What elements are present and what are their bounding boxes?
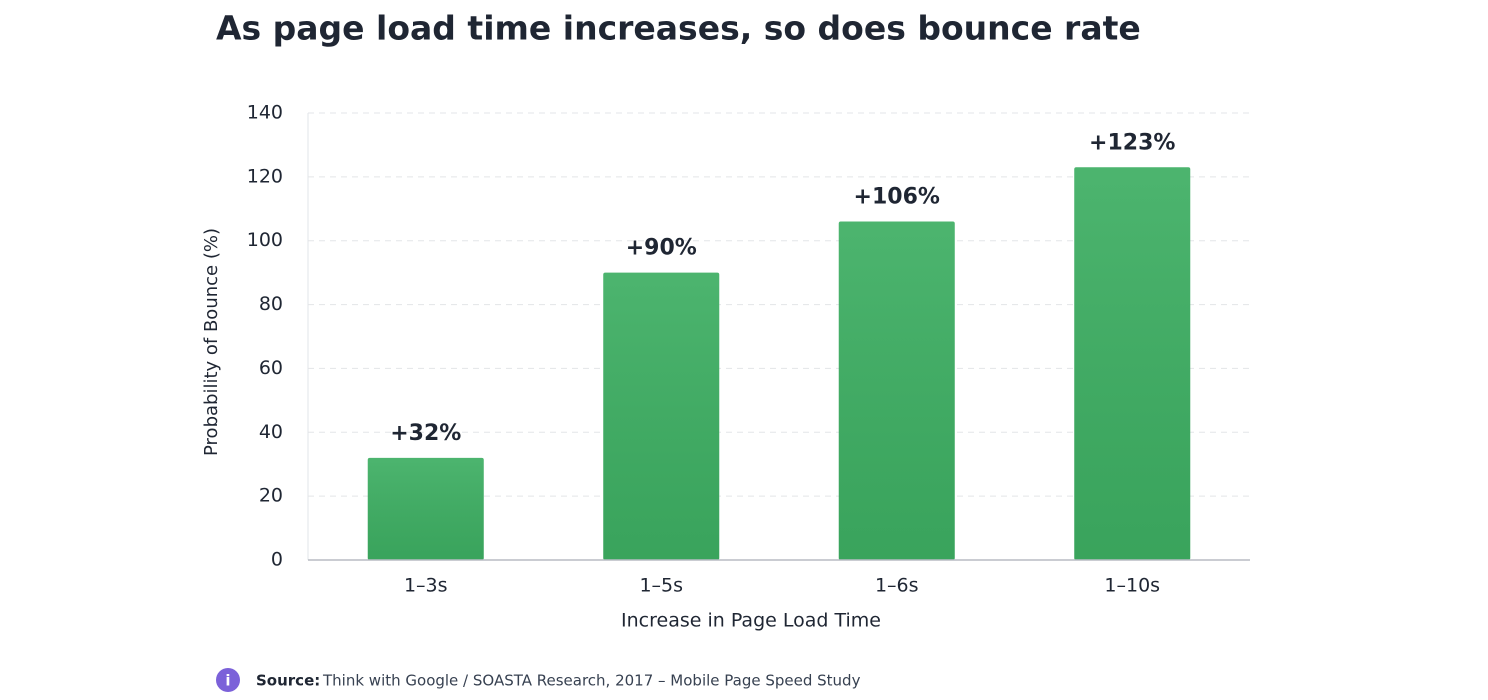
source-label: Source: xyxy=(256,672,320,690)
value-label: +123% xyxy=(1089,130,1175,155)
bar-shade xyxy=(838,221,955,561)
y-tick-label: 80 xyxy=(259,293,283,315)
y-tick-label: 0 xyxy=(271,549,283,571)
value-label: +90% xyxy=(626,236,697,261)
x-tick-label: 1–5s xyxy=(639,575,683,597)
x-tick-label: 1–3s xyxy=(404,575,448,597)
value-label: +32% xyxy=(390,421,461,446)
value-label: +106% xyxy=(854,185,940,210)
y-tick-label: 140 xyxy=(247,102,283,124)
y-tick-label: 40 xyxy=(259,421,283,443)
x-axis-label: Increase in Page Load Time xyxy=(621,610,881,632)
bar-shade xyxy=(367,457,484,560)
y-axis-label: Probability of Bounce (%) xyxy=(201,228,222,456)
x-tick-label: 1–6s xyxy=(875,575,919,597)
source-text: Think with Google / SOASTA Research, 201… xyxy=(322,672,861,690)
y-tick-label: 120 xyxy=(247,165,283,187)
info-icon xyxy=(216,668,240,692)
x-tick-label: 1–10s xyxy=(1104,575,1160,597)
y-tick-label: 20 xyxy=(259,485,283,507)
info-icon-glyph: i xyxy=(225,672,230,690)
y-tick-label: 60 xyxy=(259,357,283,379)
chart-title: As page load time increases, so does bou… xyxy=(216,9,1141,48)
bar-shade xyxy=(1074,167,1191,560)
y-tick-label: 100 xyxy=(247,229,283,251)
bar-shade xyxy=(603,272,720,560)
